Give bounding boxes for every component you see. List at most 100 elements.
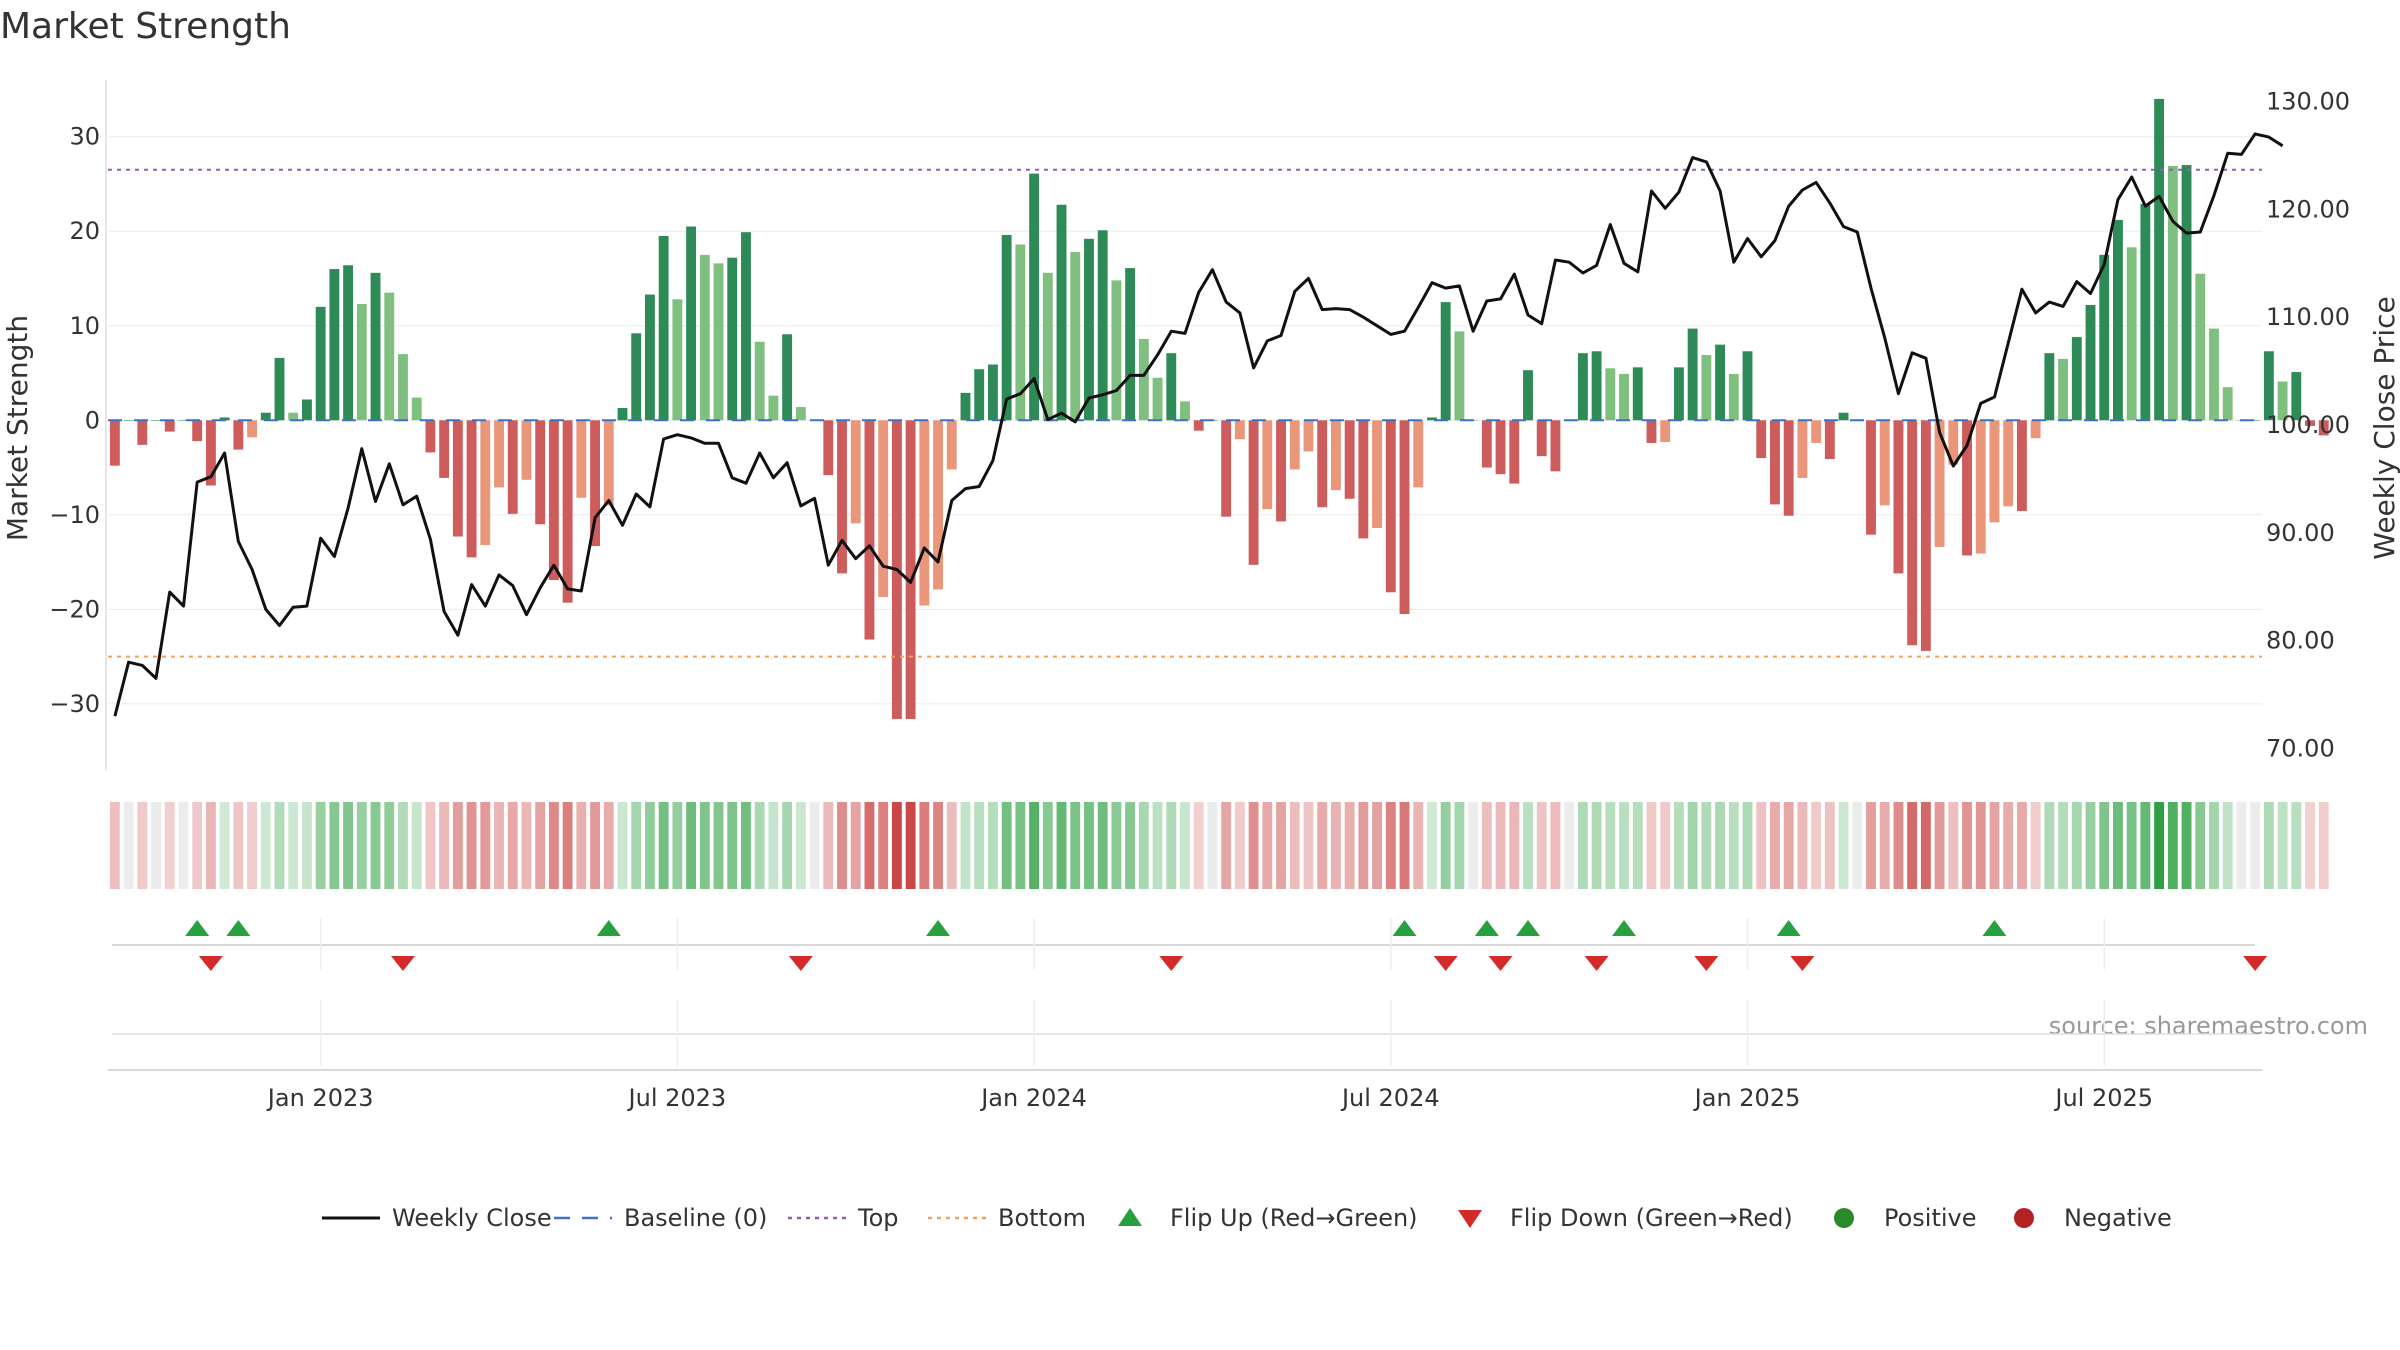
y-tick-label: 30 [69,123,100,151]
heat-cell [1879,802,1890,889]
strength-bar [260,412,271,421]
strength-bar [535,420,546,525]
strength-bar [603,420,614,506]
strength-bar [782,334,793,421]
flip-up-marker [1612,920,1637,936]
heat-cell [1852,802,1863,889]
strength-bar [1907,420,1918,646]
heat-cell [1372,802,1383,889]
strength-bar [933,420,943,590]
strength-bar [562,420,573,603]
heat-cell [1344,802,1355,889]
strength-bar [1221,420,1232,517]
heat-cell [1193,802,1204,889]
strength-bar [2016,420,2027,512]
flip-down-marker [390,956,415,971]
heat-cell [782,802,793,889]
heat-cell [384,802,395,889]
heat-cell [2305,802,2315,889]
strength-bar [1701,355,1712,421]
strength-bar [1084,238,1094,421]
heat-cell [1454,802,1465,889]
heat-cell [1811,802,1822,889]
heat-cell [1358,802,1369,889]
strength-bar [1317,420,1328,508]
source-text: source: sharemaestro.com [2049,1012,2368,1040]
strength-bar [151,420,161,421]
strength-bar [1948,420,1959,465]
flip-up-marker [1982,920,2007,936]
strength-bar [370,272,381,421]
heat-cell [288,802,299,889]
flip-up-marker [1474,920,1499,936]
legend-label: Baseline (0) [624,1204,767,1232]
x-tick-label: Jul 2023 [627,1084,727,1112]
strength-bar [644,294,655,421]
flip-down-marker [198,956,223,971]
heat-cell [411,802,422,889]
legend-item: Positive [1834,1204,1977,1232]
strength-bar [452,420,463,537]
heat-cell [164,802,175,889]
heat-cell [837,802,847,889]
strength-bar [315,306,326,421]
heat-cell [1084,802,1094,889]
strength-bar [1509,420,1520,484]
strength-bar [1180,401,1190,421]
heat-cell [987,802,998,889]
strength-bar [1344,420,1355,499]
strength-bar [686,226,697,421]
heat-cell [1770,802,1780,889]
strength-bar [1619,373,1629,421]
flip-down-marker [1584,956,1609,971]
strength-bar [1289,420,1300,470]
heat-cell [2236,802,2247,889]
strength-bar [1811,420,1822,443]
reference-lines [108,168,2262,658]
strength-bar [1660,420,1671,443]
y-tick-label: 0 [85,406,100,434]
legend-label: Bottom [998,1204,1086,1232]
heat-cell [960,802,971,889]
strength-bar [1262,420,1273,510]
heat-cell [2016,802,2027,889]
y2-tick-label: 70.00 [2266,734,2335,762]
strength-bar [1934,420,1945,547]
strength-heat-strip [109,802,2329,889]
strength-bar [1097,230,1108,421]
heat-cell [2263,802,2274,889]
strength-bar [576,420,587,498]
strength-bar [1756,420,1767,459]
heat-cell [1564,802,1575,889]
heat-cell [1152,802,1163,889]
strength-bar [864,420,875,640]
strength-bar [1975,420,1986,554]
strength-bar [1879,420,1890,506]
heat-cell [2167,802,2178,889]
flip-down-marker [788,956,813,971]
strength-bar [672,299,683,421]
strength-bar [2195,273,2206,421]
legend-swatch [2014,1208,2034,1228]
legend-swatch [1118,1208,1142,1226]
heat-cell [1029,802,1040,889]
y2-axis-label: Weekly Close Price [2368,296,2400,559]
strength-bar [1838,412,1849,421]
heat-cell [1715,802,1726,889]
strength-bar [1303,420,1314,452]
x-tick-label: Jul 2025 [2053,1084,2153,1112]
heat-cell [1619,802,1629,889]
heat-cell [590,802,600,889]
heat-cell [1687,802,1698,889]
heat-cell [247,802,257,889]
heat-cell [1632,802,1643,889]
heat-cell [2318,802,2329,889]
strength-bar [1029,173,1040,421]
strength-bar [1866,420,1876,535]
heat-cell [2154,802,2165,889]
strength-bar [1358,420,1369,539]
heat-cell [535,802,546,889]
y2-tick-labels: 130.00 120.00 110.00 100.00 90.00 80.00 70.00 [2266,88,2350,763]
heat-cell [301,802,312,889]
strength-bar [1687,328,1698,421]
